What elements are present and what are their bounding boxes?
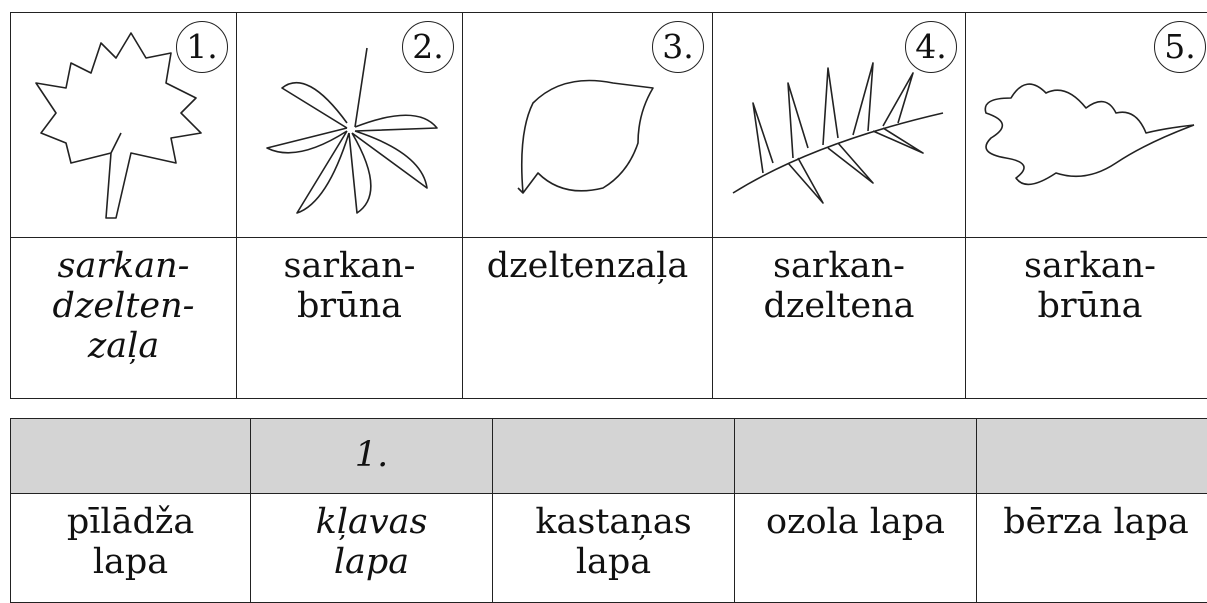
leaf-number: 2. <box>402 21 454 73</box>
worksheet: {"table1": { "numbers": ["1.", "2.", "3.… <box>10 12 1207 603</box>
answer-cell[interactable] <box>976 418 1207 494</box>
leaf-cell: 3. <box>462 12 713 238</box>
leaf-number: 3. <box>652 21 704 73</box>
leaf-name: bērza lapa <box>976 493 1207 603</box>
leaf-number: 4. <box>905 21 957 73</box>
leaf-name: pīlādža lapa <box>10 493 251 603</box>
maple-leaf <box>35 32 202 219</box>
color-cell: sarkan- dzelten- zaļa <box>10 237 237 399</box>
leaf-cell: 1. <box>10 12 237 238</box>
answer-cell[interactable] <box>734 418 977 494</box>
leaf-name: ozola lapa <box>734 493 977 603</box>
leaf-number: 5. <box>1154 21 1206 73</box>
leaf-cell: 5. <box>965 12 1207 238</box>
page: html, body { margin: 0; padding: 0; back… <box>10 12 1207 603</box>
answer-cell[interactable] <box>492 418 735 494</box>
color-cell: sarkan- dzeltena <box>712 237 966 399</box>
leaf-name: kastaņas lapa <box>492 493 735 603</box>
chestnut-leaf <box>266 47 438 214</box>
color-cell: sarkan- brūna <box>236 237 463 399</box>
leaf-number: 1. <box>176 21 228 73</box>
leaf-cell: 2. <box>236 12 463 238</box>
oak-leaf <box>984 83 1195 186</box>
color-cell: sarkan- brūna <box>965 237 1207 399</box>
color-cell: dzeltenzaļa <box>462 237 713 399</box>
leaf-name: kļavas lapa <box>250 493 493 603</box>
answer-cell[interactable]: 1. <box>250 418 493 494</box>
rowan-leaf <box>732 62 944 204</box>
answer-cell[interactable] <box>10 418 251 494</box>
leaf-cell: 4. <box>712 12 966 238</box>
birch-leaf <box>517 79 654 194</box>
